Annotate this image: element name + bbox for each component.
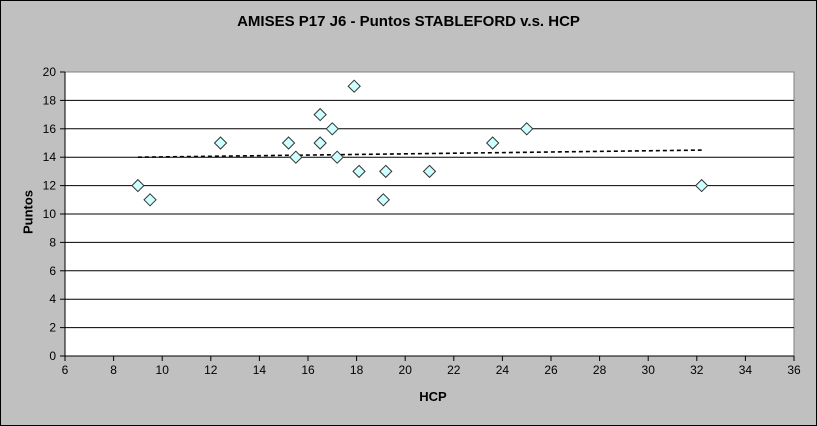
x-tick-label: 32 bbox=[690, 363, 704, 377]
y-tick-label: 6 bbox=[49, 264, 56, 278]
y-tick-label: 10 bbox=[43, 207, 57, 221]
y-tick-label: 2 bbox=[49, 321, 56, 335]
x-tick-label: 28 bbox=[593, 363, 607, 377]
x-tick-label: 20 bbox=[399, 363, 413, 377]
y-tick-label: 4 bbox=[49, 292, 56, 306]
data-point bbox=[376, 193, 391, 207]
y-tick-label: 14 bbox=[43, 150, 57, 164]
data-point bbox=[325, 122, 340, 136]
axes bbox=[60, 71, 795, 361]
data-point bbox=[379, 164, 393, 179]
x-tick-label: 30 bbox=[642, 363, 656, 377]
data-point bbox=[519, 122, 534, 136]
data-point bbox=[422, 164, 437, 179]
data-point bbox=[313, 107, 327, 122]
y-tick-label: 0 bbox=[49, 349, 56, 363]
data-points bbox=[131, 79, 709, 207]
y-tick-label: 12 bbox=[43, 179, 57, 193]
data-point bbox=[213, 136, 228, 150]
x-tick-label: 24 bbox=[496, 363, 510, 377]
data-point bbox=[281, 136, 296, 150]
data-point bbox=[289, 150, 303, 164]
x-tick-label: 12 bbox=[204, 363, 218, 377]
data-point bbox=[352, 164, 366, 179]
x-tick-label: 36 bbox=[787, 363, 801, 377]
x-tick-label: 18 bbox=[350, 363, 364, 377]
x-tick-label: 10 bbox=[156, 363, 170, 377]
x-tick-label: 34 bbox=[739, 363, 753, 377]
trendline-layer bbox=[137, 149, 702, 158]
trendline bbox=[137, 149, 702, 158]
data-point bbox=[485, 136, 500, 150]
x-axis-title: HCP bbox=[419, 389, 447, 404]
data-point bbox=[131, 178, 145, 193]
y-tick-label: 20 bbox=[43, 65, 57, 79]
x-tick-label: 14 bbox=[253, 363, 267, 377]
y-axis-title: Puntos bbox=[20, 189, 36, 235]
data-point bbox=[347, 79, 361, 93]
data-point bbox=[313, 136, 327, 150]
data-point bbox=[143, 193, 157, 207]
x-tick-label: 6 bbox=[62, 363, 69, 377]
chart-title: AMISES P17 J6 - Puntos STABLEFORD v.s. H… bbox=[237, 13, 580, 30]
data-point bbox=[694, 178, 709, 193]
data-point bbox=[330, 150, 344, 164]
x-tick-label: 26 bbox=[544, 363, 558, 377]
x-tick-label: 8 bbox=[110, 363, 117, 377]
y-tick-label: 18 bbox=[43, 93, 57, 107]
grid-lines bbox=[65, 99, 794, 329]
y-tick-label: 16 bbox=[43, 122, 57, 136]
y-tick-label: 8 bbox=[49, 235, 56, 249]
x-tick-label: 16 bbox=[301, 363, 315, 377]
x-tick-label: 22 bbox=[447, 363, 461, 377]
